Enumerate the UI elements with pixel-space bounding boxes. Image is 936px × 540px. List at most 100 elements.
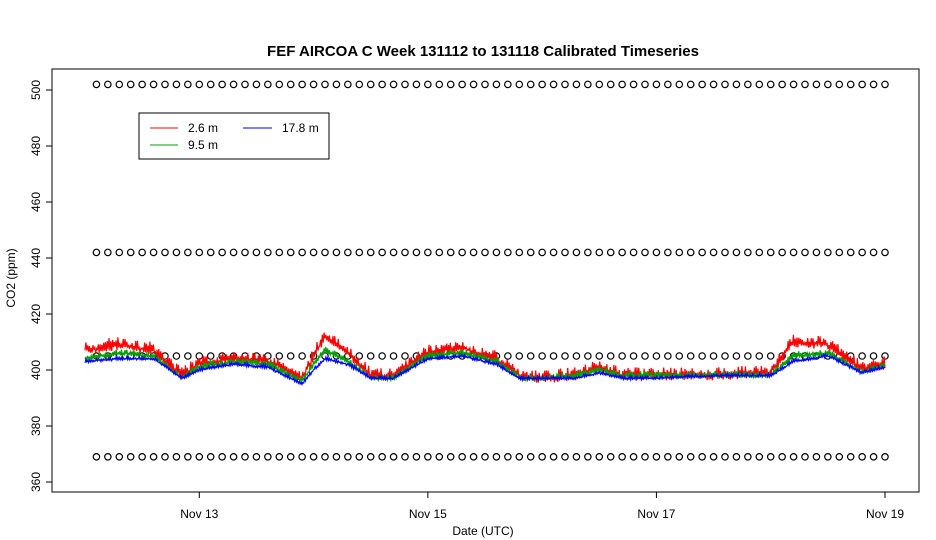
reference-marker — [298, 80, 306, 89]
reference-marker — [732, 248, 741, 257]
reference-marker — [869, 352, 878, 360]
reference-marker — [138, 248, 146, 257]
reference-marker — [515, 248, 524, 257]
reference-marker — [104, 452, 112, 461]
y-tick-label: 420 — [29, 304, 43, 324]
reference-marker — [492, 248, 501, 257]
reference-marker — [538, 248, 546, 257]
reference-marker — [149, 452, 158, 461]
reference-marker — [846, 80, 855, 89]
reference-marker — [206, 352, 215, 360]
reference-marker — [378, 352, 386, 360]
reference-marker — [595, 80, 604, 89]
reference-marker — [732, 452, 741, 461]
reference-marker — [504, 352, 512, 360]
reference-marker — [686, 352, 695, 360]
reference-marker — [721, 452, 729, 461]
reference-marker — [321, 80, 329, 89]
reference-marker — [778, 80, 786, 89]
reference-marker — [664, 80, 672, 89]
reference-marker — [755, 452, 764, 461]
reference-markers — [92, 80, 889, 461]
reference-marker — [115, 80, 124, 89]
reference-marker — [698, 248, 706, 257]
reference-marker — [264, 80, 272, 89]
reference-marker — [641, 352, 649, 360]
reference-marker — [595, 352, 604, 360]
reference-marker — [298, 352, 306, 360]
reference-marker — [195, 452, 204, 461]
reference-marker — [526, 352, 535, 360]
reference-marker — [572, 248, 581, 257]
plot-box — [51, 68, 920, 493]
reference-marker — [195, 248, 204, 257]
reference-marker — [241, 452, 249, 461]
reference-marker — [526, 248, 535, 257]
reference-marker — [412, 248, 421, 257]
reference-marker — [469, 452, 478, 461]
reference-marker — [652, 352, 661, 360]
reference-marker — [629, 452, 638, 461]
reference-marker — [755, 248, 764, 257]
reference-marker — [286, 248, 295, 257]
reference-marker — [538, 80, 546, 89]
reference-marker — [92, 452, 101, 461]
reference-marker — [858, 352, 866, 360]
reference-marker — [469, 80, 478, 89]
reference-marker — [446, 80, 455, 89]
reference-marker — [252, 80, 261, 89]
reference-marker — [229, 452, 238, 461]
reference-marker — [709, 352, 718, 360]
series-lines — [84, 332, 886, 387]
reference-marker — [538, 452, 546, 461]
reference-marker — [355, 452, 364, 461]
reference-marker — [664, 452, 672, 461]
reference-marker — [401, 352, 409, 360]
reference-marker — [686, 452, 695, 461]
reference-marker — [766, 352, 775, 360]
reference-marker — [698, 452, 706, 461]
y-tick-label: 400 — [29, 360, 43, 380]
reference-marker — [561, 248, 569, 257]
reference-marker — [561, 452, 569, 461]
reference-marker — [618, 248, 626, 257]
reference-marker — [858, 80, 866, 89]
reference-marker — [184, 352, 192, 360]
reference-marker — [606, 248, 615, 257]
reference-marker — [184, 248, 192, 257]
reference-marker — [618, 80, 626, 89]
reference-marker — [835, 452, 844, 461]
reference-marker — [709, 80, 718, 89]
reference-marker — [275, 248, 284, 257]
reference-marker — [675, 248, 684, 257]
reference-marker — [515, 352, 524, 360]
reference-marker — [869, 452, 878, 461]
reference-marker — [492, 452, 501, 461]
reference-marker — [709, 248, 718, 257]
reference-marker — [206, 80, 215, 89]
reference-marker — [424, 80, 432, 89]
reference-marker — [561, 352, 569, 360]
reference-marker — [812, 80, 821, 89]
reference-marker — [161, 452, 169, 461]
reference-marker — [469, 248, 478, 257]
reference-marker — [389, 452, 398, 461]
reference-marker — [138, 452, 146, 461]
reference-marker — [458, 80, 466, 89]
reference-marker — [446, 248, 455, 257]
reference-marker — [321, 248, 329, 257]
reference-marker — [149, 80, 158, 89]
reference-marker — [241, 80, 249, 89]
legend-label-17-8m: 17.8 m — [282, 121, 319, 135]
reference-marker — [161, 80, 169, 89]
reference-marker — [629, 248, 638, 257]
reference-marker — [286, 452, 295, 461]
reference-marker — [846, 248, 855, 257]
reference-marker — [206, 452, 215, 461]
reference-marker — [504, 80, 512, 89]
reference-marker — [801, 80, 809, 89]
reference-marker — [344, 80, 352, 89]
reference-marker — [801, 452, 809, 461]
series-line-17-8-m — [84, 352, 885, 387]
reference-marker — [595, 452, 604, 461]
